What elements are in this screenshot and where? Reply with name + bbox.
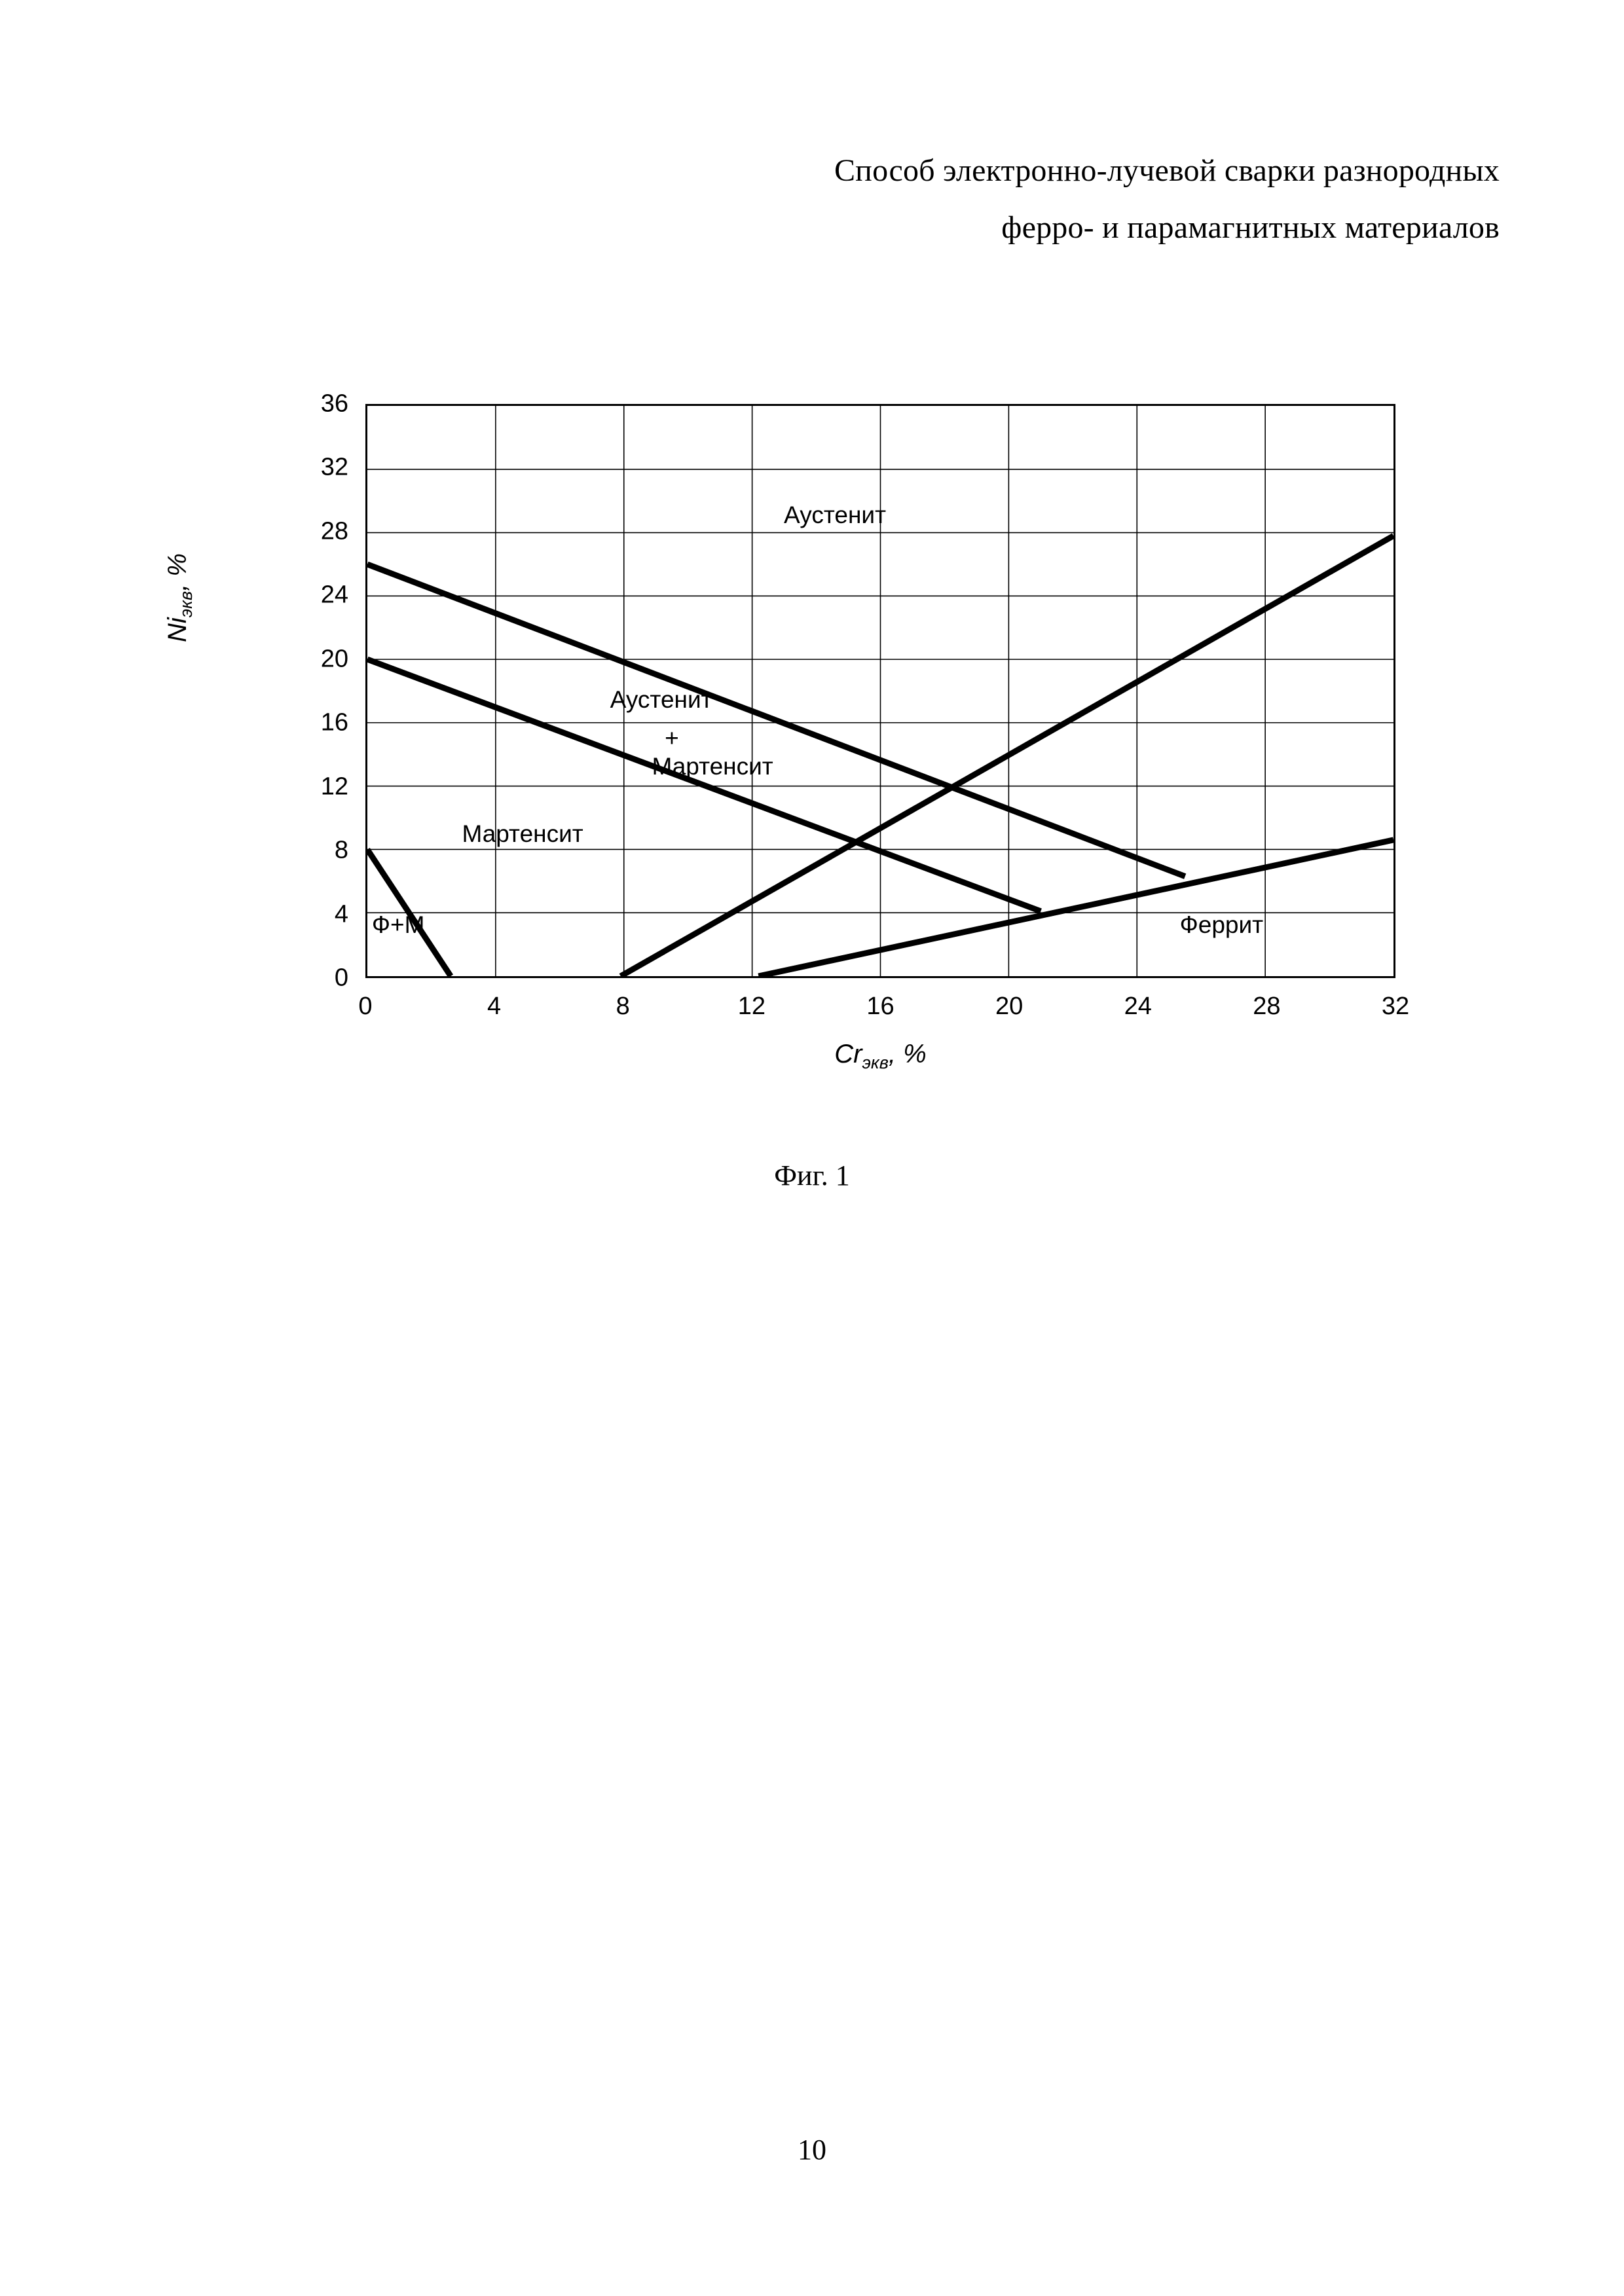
y-tick-label: 0 [334, 964, 348, 992]
x-tick-label: 24 [1124, 993, 1152, 1020]
x-tick-label: 28 [1253, 993, 1281, 1020]
boundary-line-austenite-martensite-boundary [367, 656, 1042, 914]
y-tick-label: 36 [320, 390, 348, 418]
x-tick-label: 8 [616, 993, 630, 1020]
y-axis-label-unit: , % [163, 553, 192, 591]
y-tick-label: 32 [320, 453, 348, 481]
x-axis-ticks: 0 4 8 12 16 20 24 28 32 [358, 993, 1409, 1032]
boundary-line-martensite-rising-boundary [619, 533, 1393, 976]
region-label-martensite: Мартенсит [462, 820, 583, 847]
boundary-line-ferrite-martensite-short-boundary [367, 847, 454, 976]
region-label-austenite: Аустенит [784, 501, 887, 528]
boundary-line-austenite-upper-boundary [367, 561, 1187, 879]
gridlines [367, 406, 1393, 976]
x-axis-label: Crэкв, % [365, 1040, 1395, 1073]
y-tick-label: 24 [320, 581, 348, 609]
y-tick-label: 12 [320, 773, 348, 801]
y-axis-label-subscript: экв [175, 591, 196, 618]
y-axis-ticks: 0 4 8 12 16 20 24 28 32 36 [288, 390, 348, 992]
y-axis-label-symbol: Ni [163, 617, 192, 642]
x-tick-label: 12 [737, 993, 766, 1020]
x-tick-label: 16 [866, 993, 895, 1020]
region-label-austenite-martensite-plus: + [665, 724, 679, 752]
x-tick-label: 20 [995, 993, 1024, 1020]
x-tick-label: 32 [1381, 993, 1410, 1020]
y-tick-label: 8 [334, 836, 348, 864]
title-line-1: Способ электронно-лучевой сварки разноро… [834, 153, 1500, 188]
y-tick-label: 20 [320, 645, 348, 673]
figure-caption: Фиг. 1 [774, 1159, 850, 1192]
region-label-austenite-martensite-bottom: Мартенсит [652, 753, 773, 780]
boundary-line-ferrite-rising-boundary [758, 837, 1393, 976]
y-tick-label: 28 [320, 517, 348, 545]
region-label-ferrite-martensite: Ф+М [371, 911, 425, 938]
title-line-2: ферро- и парамагнитных материалов [1001, 210, 1500, 246]
x-axis-label-subscript: экв [862, 1052, 889, 1072]
x-axis-label-symbol: Cr [834, 1040, 862, 1068]
y-axis-label: Niэкв, % [163, 553, 196, 642]
document-title: Способ электронно-лучевой сварки разноро… [681, 151, 1500, 248]
region-label-austenite-martensite-top: Аустенит [610, 686, 712, 714]
y-tick-label: 4 [334, 900, 348, 928]
x-tick-label: 4 [487, 993, 502, 1020]
plot-area [365, 404, 1395, 978]
y-tick-label: 16 [320, 708, 348, 737]
x-tick-label: 0 [358, 993, 373, 1020]
x-axis-label-unit: , % [888, 1040, 927, 1068]
page-number: 10 [798, 2134, 826, 2166]
region-label-ferrite: Феррит [1179, 911, 1264, 938]
figure-1: Niэкв, % 0 4 8 12 16 20 24 28 32 36 Аустенит Аусте… [163, 390, 1409, 1192]
schaeffler-diagram-svg [367, 406, 1393, 976]
boundary-lines [367, 533, 1393, 976]
